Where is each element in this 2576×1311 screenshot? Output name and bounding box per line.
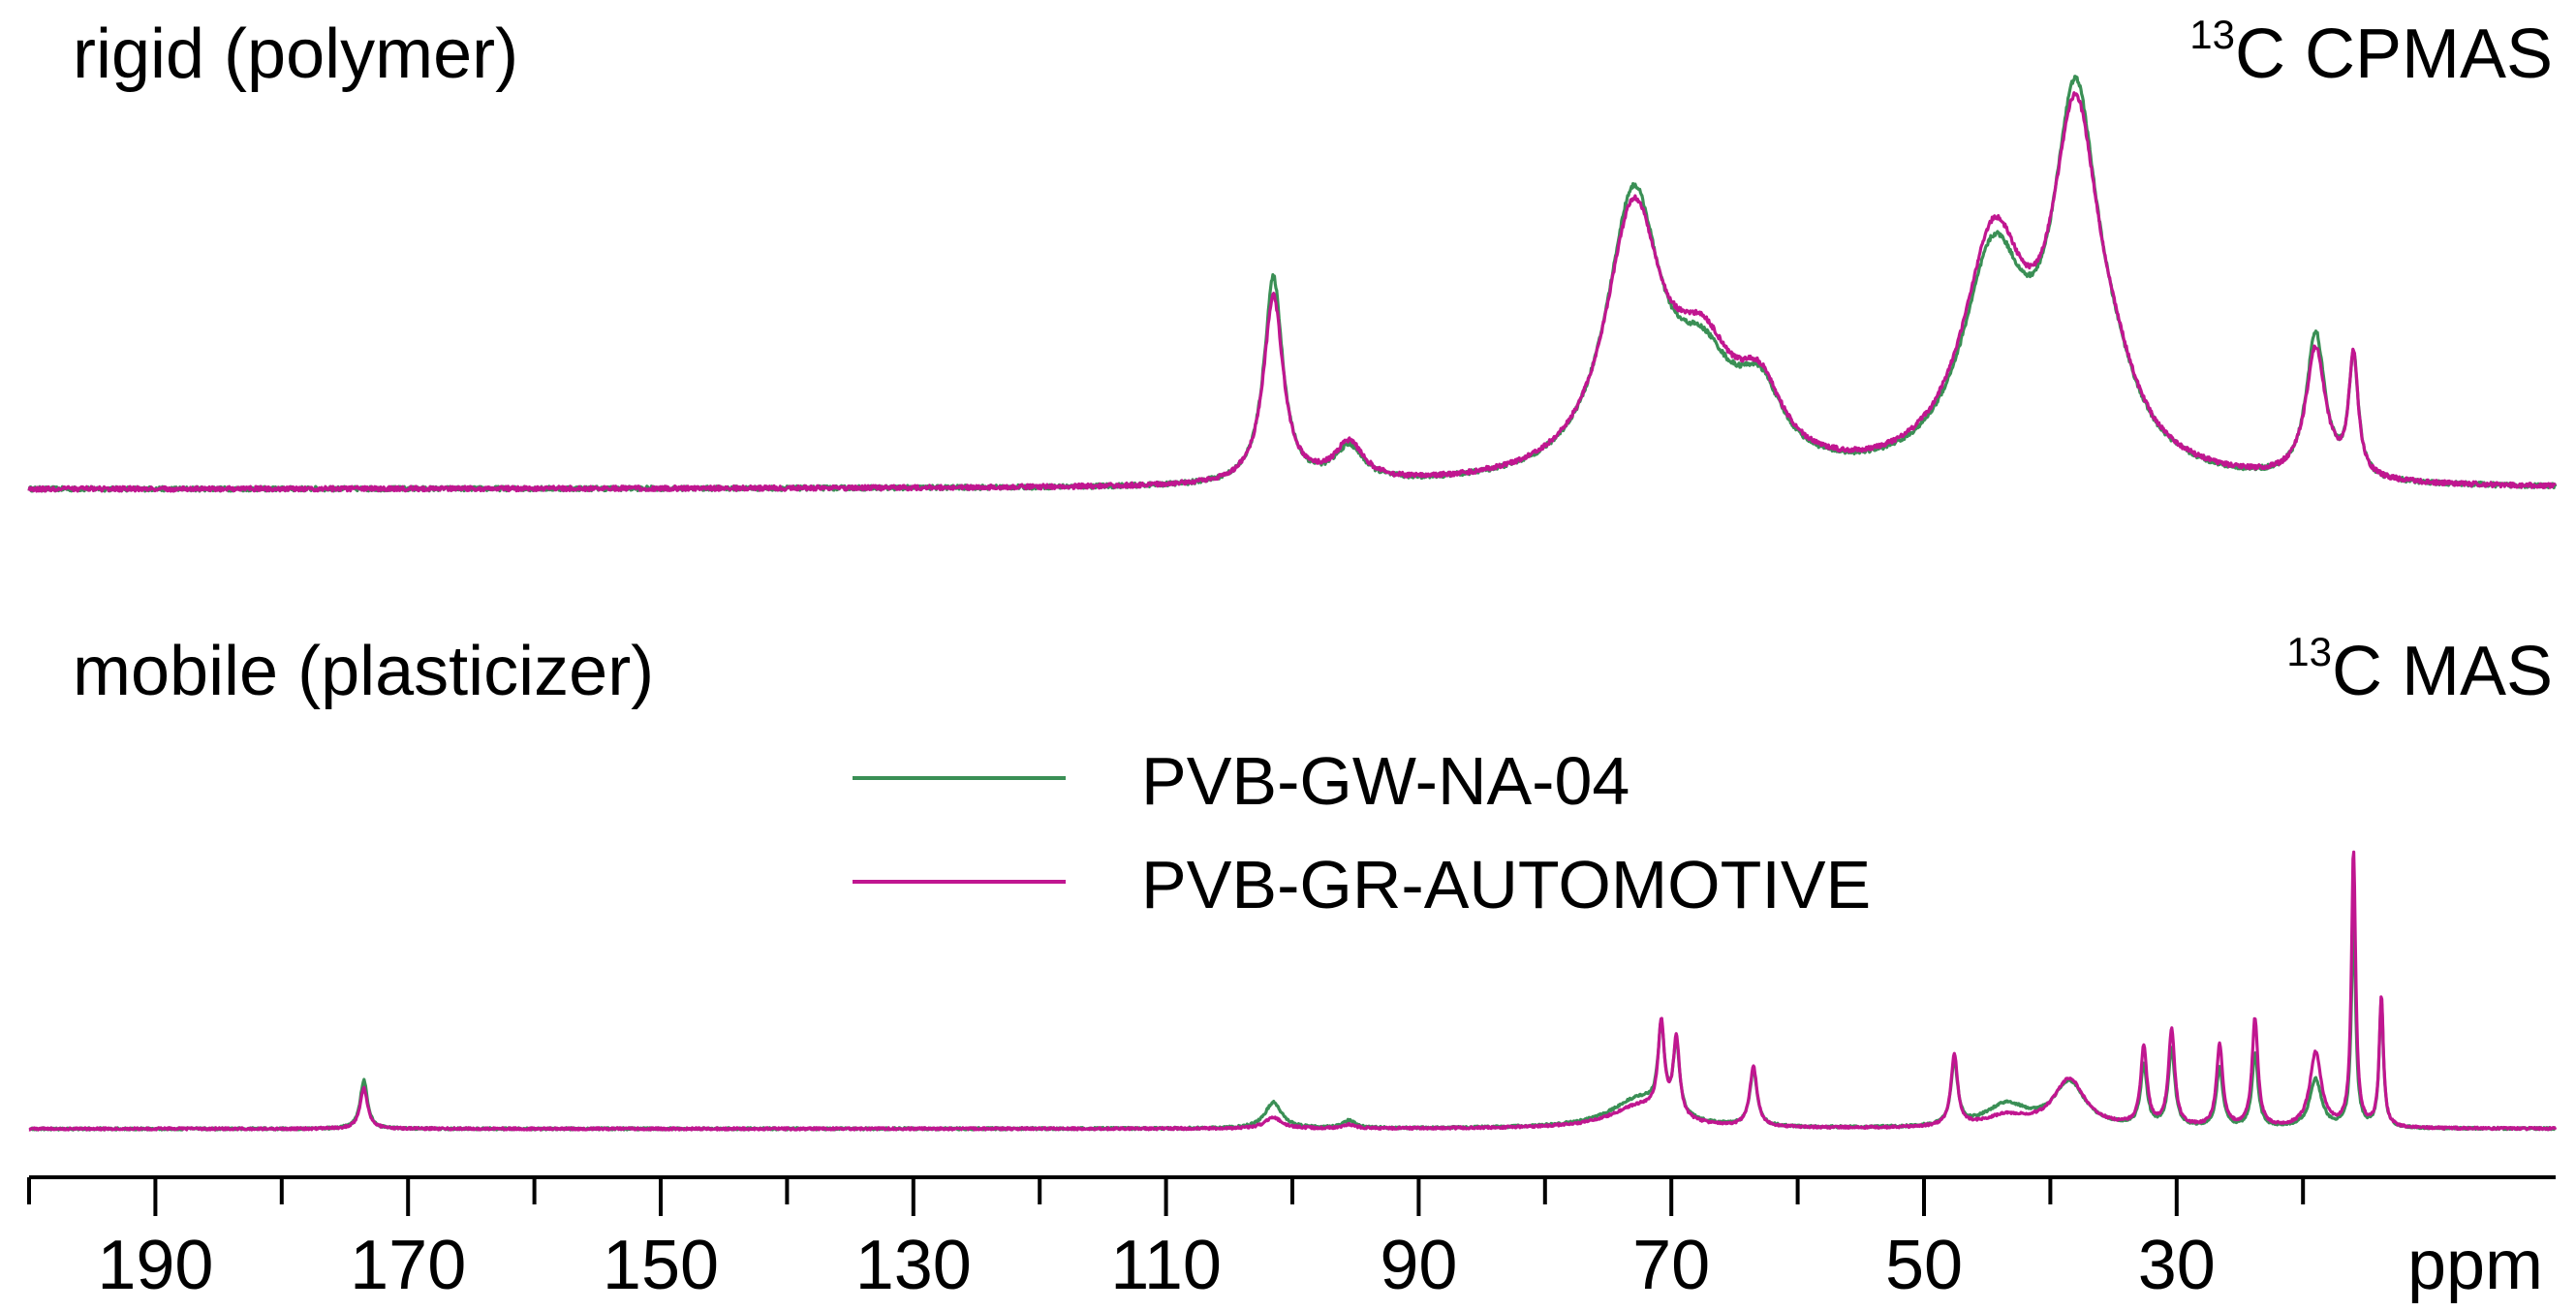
legend-label-pvb-gw-na-04: PVB-GW-NA-04 [1141, 743, 1629, 819]
x-axis-unit-label: ppm [2407, 1227, 2543, 1304]
x-tick-label-130: 130 [855, 1227, 972, 1304]
mobile-panel-spectra [28, 850, 2558, 1132]
legend-label-pvb-gr-automotive: PVB-GR-AUTOMOTIVE [1141, 847, 1871, 922]
x-tick-label-150: 150 [603, 1227, 719, 1304]
rigid-panel-spectra [27, 75, 2558, 493]
x-tick-label-70: 70 [1632, 1227, 1710, 1304]
mobile-panel-label: mobile (plasticizer) [73, 633, 654, 710]
rigid-panel-label: rigid (polymer) [73, 16, 518, 93]
x-tick-label-170: 170 [350, 1227, 466, 1304]
x-tick-label-50: 50 [1885, 1227, 1963, 1304]
x-tick-label-190: 190 [97, 1227, 213, 1304]
legend: PVB-GW-NA-04 PVB-GR-AUTOMOTIVE [853, 743, 1871, 922]
x-axis: 190 170 150 130 110 90 70 50 30 [27, 1175, 2556, 1304]
mobile-series-pvb-gr-automotive [28, 850, 2558, 1132]
mobile-technique-superscript: 13 [2286, 629, 2332, 674]
mobile-panel-technique: 13C MAS [2286, 629, 2553, 710]
rigid-series-pvb-gr-automotive [27, 91, 2558, 493]
mobile-technique-text: C MAS [2332, 633, 2553, 710]
x-tick-label-90: 90 [1380, 1227, 1457, 1304]
rigid-panel-technique: 13C CPMAS [2189, 12, 2553, 93]
x-tick-label-110: 110 [1110, 1227, 1222, 1304]
x-tick-label-30: 30 [2138, 1227, 2216, 1304]
rigid-technique-text: C CPMAS [2235, 16, 2553, 93]
rigid-technique-superscript: 13 [2189, 12, 2235, 57]
